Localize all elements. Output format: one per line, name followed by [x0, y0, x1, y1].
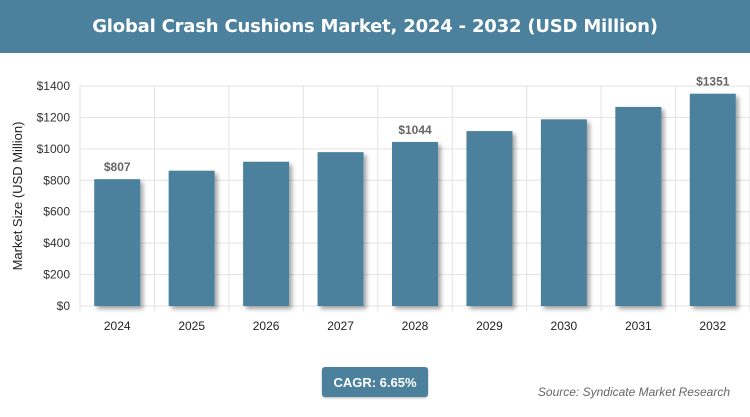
- bar-chart: $0 $200 $400 $600 $800 $1000 $1200 $1400 2024 $8…: [10, 75, 750, 333]
- x-tick-label: 2032: [699, 319, 726, 333]
- bar: [540, 119, 587, 306]
- x-tick-label: 2028: [402, 319, 429, 333]
- bar: [689, 93, 736, 306]
- x-tick-label: 2031: [625, 319, 652, 333]
- y-tick-label: $200: [43, 268, 70, 282]
- bar: [317, 152, 364, 306]
- chart-area: $0 $200 $400 $600 $800 $1000 $1200 $1400 2024 $8…: [0, 53, 750, 353]
- bar: [392, 141, 438, 306]
- x-tick-label: 2029: [476, 319, 503, 333]
- source-note: Source: Syndicate Market Research: [537, 385, 730, 399]
- y-tick-label: $400: [43, 236, 70, 250]
- y-tick-label: $1200: [37, 110, 71, 124]
- x-tick-label: 2026: [253, 319, 280, 333]
- data-label: $1044: [398, 123, 432, 137]
- y-tick-label: $800: [43, 173, 70, 187]
- y-tick-label: $0: [57, 299, 71, 313]
- bar: [168, 170, 215, 306]
- y-axis-label: Market Size (USD Million): [10, 122, 25, 271]
- y-tick-label: $600: [43, 205, 70, 219]
- data-label: $1351: [696, 75, 730, 89]
- chart-title: Global Crash Cushions Market, 2024 - 203…: [92, 16, 658, 37]
- x-tick-label: 2027: [327, 319, 354, 333]
- y-tick-label: $1000: [37, 142, 71, 156]
- bar: [615, 106, 662, 307]
- cagr-badge: CAGR: 6.65%: [322, 367, 428, 397]
- x-tick-label: 2030: [551, 319, 578, 333]
- y-tick-label: $1400: [37, 79, 71, 93]
- x-tick-label: 2024: [104, 319, 131, 333]
- title-bar: Global Crash Cushions Market, 2024 - 203…: [0, 0, 750, 53]
- bar: [466, 131, 513, 306]
- x-tick-label: 2025: [178, 319, 205, 333]
- bar: [243, 161, 290, 306]
- bar: [94, 179, 141, 306]
- data-label: $807: [104, 160, 131, 174]
